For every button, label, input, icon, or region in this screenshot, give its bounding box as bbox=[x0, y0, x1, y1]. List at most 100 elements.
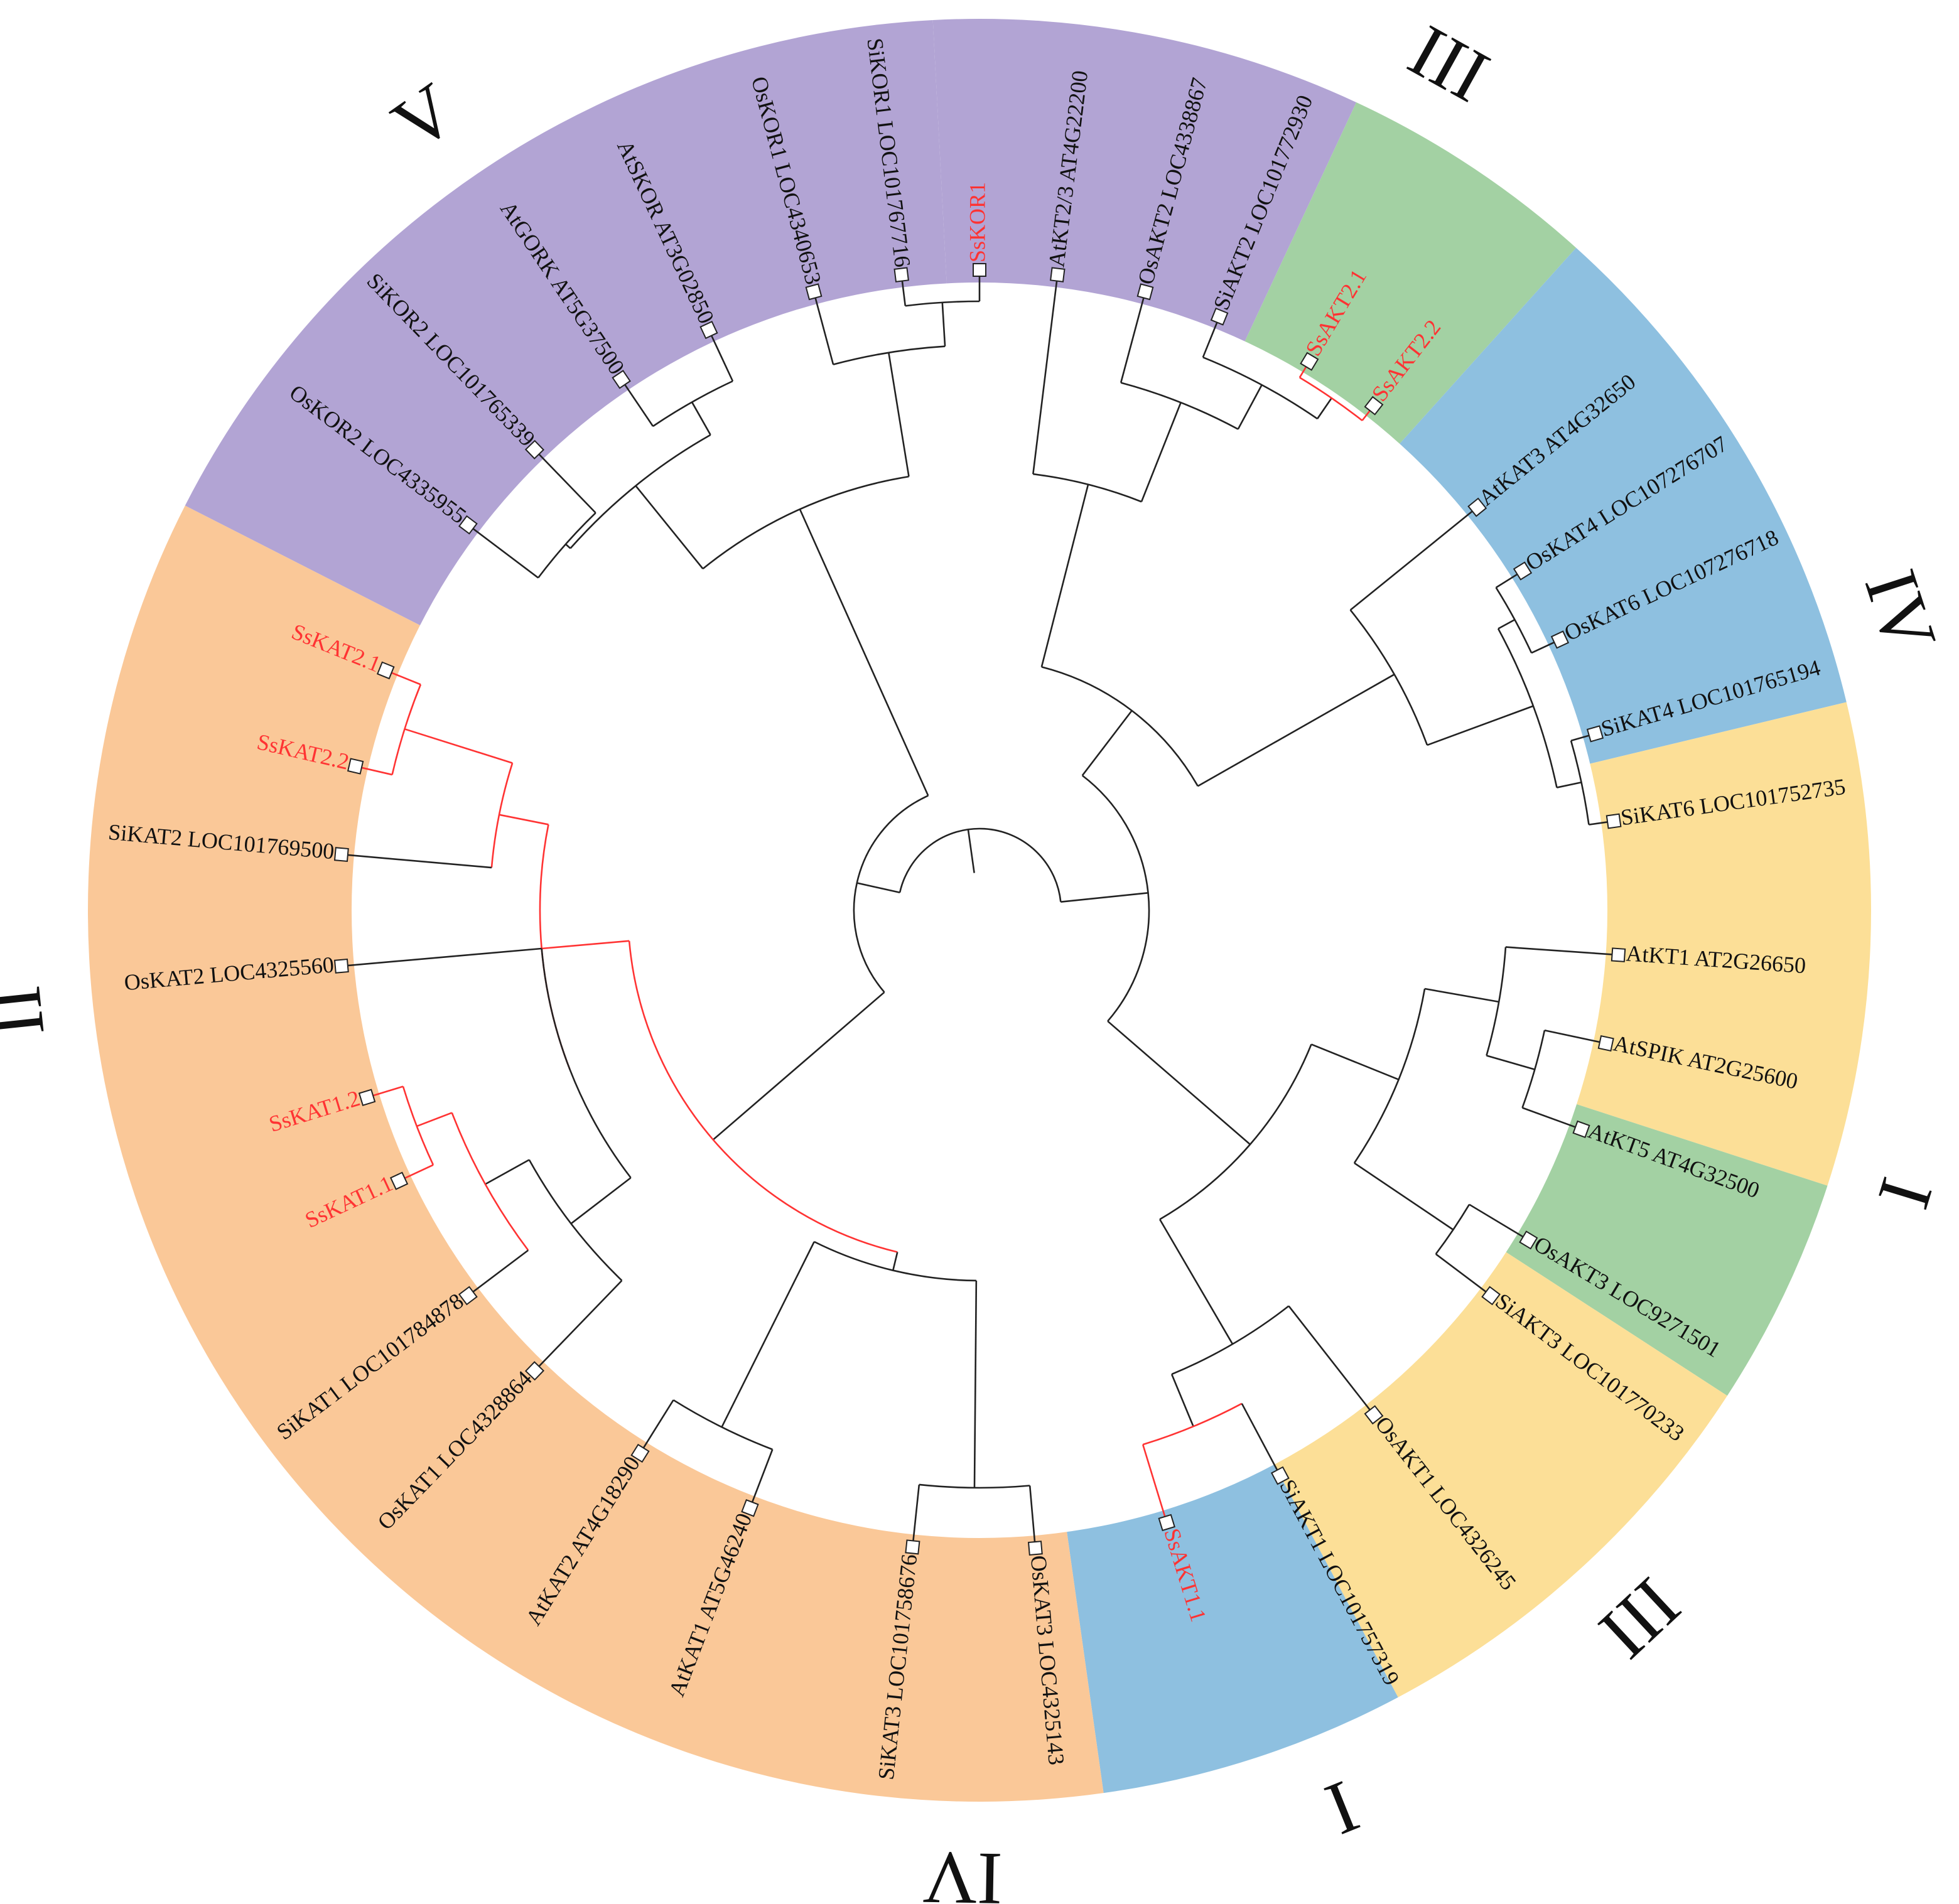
branch-arc bbox=[1081, 775, 1150, 1022]
internal-branch bbox=[1081, 710, 1133, 777]
branch-arc bbox=[1159, 1044, 1312, 1220]
clade-label: II bbox=[0, 982, 60, 1041]
inner-white-disc bbox=[352, 282, 1607, 1538]
leaf-marker bbox=[389, 1171, 409, 1190]
clade-label: I bbox=[1862, 1170, 1950, 1218]
branch-arc bbox=[402, 1086, 434, 1166]
leaf-marker bbox=[1586, 725, 1604, 743]
leaf-markers bbox=[333, 263, 1626, 1556]
terminal-branch bbox=[472, 1249, 529, 1293]
leaf-marker bbox=[905, 1539, 920, 1555]
leaf-marker bbox=[333, 847, 349, 863]
leaf-marker bbox=[893, 267, 909, 282]
leaf-marker bbox=[524, 439, 545, 460]
leaf-marker bbox=[1481, 1286, 1501, 1306]
internal-branch bbox=[1427, 705, 1534, 746]
internal-branch bbox=[1197, 674, 1395, 787]
clade-label: I bbox=[1315, 1765, 1370, 1851]
terminal-branch bbox=[710, 335, 734, 382]
leaf-marker bbox=[1364, 395, 1384, 416]
leaf-marker bbox=[741, 1499, 759, 1517]
clade-sectors bbox=[87, 18, 1871, 1802]
internal-branch bbox=[1159, 1218, 1234, 1345]
branch-arc bbox=[1486, 947, 1507, 1056]
internal-branch bbox=[856, 882, 900, 893]
tree-branches bbox=[347, 276, 1612, 1542]
leaf-marker bbox=[973, 263, 986, 277]
terminal-branch bbox=[1435, 1253, 1487, 1293]
leaf-marker bbox=[612, 370, 631, 389]
clade-sector bbox=[1501, 1102, 1828, 1396]
branch-arc bbox=[1041, 666, 1199, 787]
clade-sector bbox=[1570, 702, 1871, 1186]
clade-sector bbox=[1066, 1459, 1398, 1794]
branch-arc bbox=[1570, 740, 1590, 825]
terminal-branch bbox=[347, 854, 492, 869]
branch-arc bbox=[1033, 473, 1142, 503]
leaf-marker bbox=[524, 1361, 545, 1381]
internal-branch bbox=[416, 1112, 453, 1127]
terminal-branch bbox=[1120, 298, 1145, 383]
terminal-branch bbox=[1505, 946, 1612, 955]
leaf-marker bbox=[1550, 630, 1570, 649]
branch-arc bbox=[391, 684, 422, 775]
clade-sector bbox=[1395, 247, 1847, 765]
terminal-branch bbox=[404, 1164, 434, 1180]
terminal-branch bbox=[912, 1484, 920, 1541]
branch-arc bbox=[702, 475, 909, 570]
terminal-branch bbox=[1522, 1107, 1576, 1128]
branch-arc bbox=[1299, 377, 1363, 421]
branch-arc bbox=[537, 512, 596, 579]
clade-label: IV bbox=[922, 1836, 1003, 1904]
internal-branch bbox=[404, 728, 513, 764]
internal-branch bbox=[721, 1241, 815, 1428]
terminal-branch bbox=[1469, 1203, 1524, 1238]
leaf-marker bbox=[1300, 352, 1319, 371]
branch-arc bbox=[905, 300, 980, 307]
clade-sector bbox=[185, 19, 947, 628]
leaf-marker bbox=[1136, 283, 1154, 301]
internal-branch bbox=[973, 1280, 978, 1488]
internal-branch bbox=[485, 1159, 530, 1185]
branch-arc bbox=[1353, 988, 1426, 1164]
leaf-marker bbox=[1597, 1035, 1614, 1052]
leaf-marker bbox=[333, 958, 349, 974]
terminal-branch bbox=[472, 528, 539, 579]
branch-arc bbox=[1497, 628, 1558, 788]
internal-branch bbox=[712, 991, 885, 1141]
internal-branch bbox=[691, 401, 711, 436]
internal-branch bbox=[1237, 384, 1263, 430]
terminal-branch bbox=[1495, 573, 1518, 589]
leaf-marker bbox=[630, 1443, 650, 1463]
terminal-branch bbox=[901, 281, 907, 306]
terminal-branch bbox=[624, 384, 654, 427]
branch-arc bbox=[1171, 1305, 1290, 1375]
internal-branch bbox=[565, 543, 571, 549]
terminal-branch bbox=[1241, 1403, 1278, 1471]
branch-arc bbox=[1495, 587, 1533, 653]
terminal-branch bbox=[372, 1085, 404, 1097]
branch-arc bbox=[919, 1483, 1030, 1489]
internal-branch bbox=[888, 352, 910, 477]
branch-arc bbox=[1349, 609, 1428, 746]
branch-arc bbox=[652, 380, 733, 428]
internal-branch bbox=[1317, 397, 1332, 419]
terminal-branch bbox=[1589, 821, 1608, 826]
terminal-branch bbox=[1202, 322, 1218, 358]
clade-sector bbox=[1271, 1249, 1727, 1697]
branch-arc bbox=[1142, 1402, 1243, 1446]
leaf-marker bbox=[699, 320, 718, 340]
terminal-branch bbox=[751, 1449, 774, 1503]
leaf-marker bbox=[1611, 947, 1626, 962]
clade-label: III bbox=[1584, 1562, 1696, 1675]
internal-branch bbox=[1498, 619, 1516, 630]
terminal-branch bbox=[347, 947, 542, 967]
internal-branch bbox=[1060, 891, 1148, 903]
internal-branch bbox=[499, 814, 549, 826]
terminal-branch bbox=[1298, 366, 1307, 379]
terminal-branch bbox=[361, 766, 392, 776]
internal-branch bbox=[892, 1252, 899, 1271]
leaf-marker bbox=[376, 661, 395, 680]
branch-arc bbox=[628, 940, 898, 1253]
terminal-branch bbox=[1361, 410, 1371, 421]
